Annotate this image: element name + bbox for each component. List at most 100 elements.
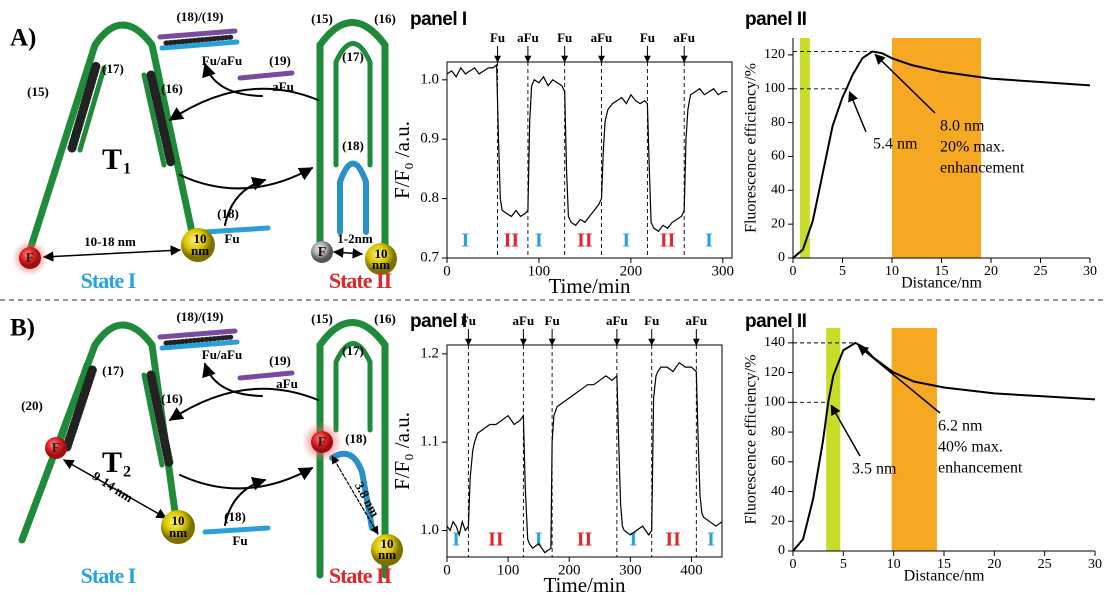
diagram-label: State II: [329, 268, 392, 293]
x-tick-label: 0: [443, 263, 451, 279]
state-label: II: [660, 230, 676, 252]
x-tick-label: 20: [987, 557, 1001, 572]
x-tick-label: 300: [619, 562, 642, 578]
annotation-text: 40% max.: [938, 439, 1003, 456]
diagram-label: (15): [311, 11, 333, 26]
x-tick-label: 0: [790, 557, 797, 572]
state-label: I: [705, 230, 713, 252]
annotation-arrow: [830, 404, 861, 457]
y-tick-label: 60: [771, 454, 785, 469]
y-axis-label: F/F₀ /a.u.: [390, 121, 414, 199]
event-label: aFu: [673, 30, 695, 45]
x-tick-label: 30: [1088, 557, 1102, 572]
y-tick-label: 0: [778, 250, 785, 265]
diagram-label: (17): [102, 61, 124, 76]
chart: panel I 0 100 200 300 0.7 0.8 0.9 1.0 Time/min F/F…: [390, 9, 734, 298]
diagram-label: Fu/aFu: [202, 347, 242, 362]
panel-title: panel II: [745, 9, 807, 30]
panel-title: panel II: [745, 311, 807, 332]
state-label: I: [629, 529, 637, 551]
diagram-label: 1: [123, 161, 131, 178]
y-tick-label: 40: [771, 183, 785, 198]
state-label: I: [622, 230, 630, 252]
x-tick-label: 100: [528, 263, 551, 279]
diagram-a: [12, 19, 397, 276]
y-tick-label: 0.8: [420, 190, 439, 206]
event-label: aFu: [517, 30, 539, 45]
diagram-label: (18)/(19): [177, 9, 224, 24]
diagram-label: 10-18 nm: [84, 234, 136, 249]
event-label: Fu: [545, 313, 560, 328]
x-tick-label: 10: [885, 264, 899, 279]
panel-title: panel I: [410, 9, 467, 30]
y-tick-label: 120: [764, 365, 785, 380]
diagram-label: F: [52, 441, 61, 456]
y-axis-label: Fluorescence efficiency/%: [743, 355, 760, 525]
x-tick-label: 400: [680, 562, 703, 578]
x-tick-label: 100: [497, 562, 520, 578]
chart: panel II 0 5 10 15 20 25 30 0 20 40 60 80 100 120 140 Di…: [743, 311, 1102, 585]
y-tick-label: 0.9: [420, 131, 439, 147]
diagram-label: (16): [374, 311, 396, 326]
chart: panel II 0 5 10 15 20 25 30 0 20 40 60 80 100 120 Dista…: [743, 9, 1097, 292]
y-tick-label: 1.0: [420, 71, 439, 87]
x-axis-label: Time/min: [548, 274, 631, 298]
diagram-label: State I: [81, 268, 136, 293]
event-label: Fu: [557, 30, 572, 45]
diagram-label: (19): [269, 53, 291, 68]
band: [891, 328, 937, 551]
x-tick-label: 0: [790, 264, 797, 279]
diagram-label: (16): [374, 11, 396, 26]
diagram-label: 2: [123, 464, 131, 481]
chart: panel I 0 100 200 300 400 1.0 1.1 1.2 Time/min F/F…: [390, 311, 723, 593]
figure-label: B): [10, 315, 35, 342]
state-label: II: [488, 529, 504, 551]
y-tick-label: 1.2: [420, 345, 439, 361]
diagram-label: 10: [381, 536, 394, 551]
x-tick-label: 0: [443, 562, 451, 578]
diagram-label: (18): [224, 509, 246, 524]
event-label: aFu: [606, 313, 628, 328]
diagram-label: F: [318, 435, 327, 450]
diagram-label: aFu: [276, 376, 298, 391]
band: [826, 328, 841, 551]
annotation-text: 6.2 nm: [938, 418, 983, 435]
y-tick-label: 20: [771, 216, 785, 231]
diagram-label: (15): [311, 311, 333, 326]
diagram-label: State II: [329, 563, 392, 588]
state-label: I: [535, 230, 543, 252]
diagram-label: (18): [217, 206, 239, 221]
x-axis-label: Distance/nm: [901, 275, 982, 292]
x-tick-label: 5: [839, 264, 846, 279]
diagram-label: Fu/aFu: [202, 53, 242, 68]
y-tick-label: 120: [764, 47, 785, 62]
event-label: Fu: [640, 30, 655, 45]
event-label: aFu: [685, 313, 707, 328]
x-tick-label: 200: [558, 562, 581, 578]
diagram-label: (16): [161, 391, 183, 406]
y-tick-label: 60: [771, 149, 785, 164]
state-label: I: [707, 529, 715, 551]
diagram-label: nm: [378, 547, 396, 562]
y-tick-label: 100: [764, 395, 785, 410]
annotation-text: 20% max.: [940, 139, 1005, 156]
state-label: II: [665, 529, 681, 551]
data-line: [446, 63, 728, 233]
state-label: II: [577, 529, 593, 551]
y-tick-label: 80: [771, 115, 785, 130]
y-tick-label: 0: [778, 543, 785, 558]
diagram-label: (17): [342, 343, 364, 358]
annotation-arrow: [874, 53, 936, 114]
event-label: Fu: [490, 30, 505, 45]
x-tick-label: 10: [887, 557, 901, 572]
y-tick-label: 0.7: [420, 249, 439, 265]
diagram-label: 3.8 nm: [352, 479, 383, 519]
state-label: II: [577, 230, 593, 252]
y-tick-label: 100: [764, 81, 785, 96]
state-label: I: [452, 529, 460, 551]
diagram-label: nm: [169, 525, 187, 540]
diagram-shared-b: [157, 328, 319, 490]
panel-title: panel I: [410, 311, 467, 332]
diagram-label: (16): [161, 81, 183, 96]
